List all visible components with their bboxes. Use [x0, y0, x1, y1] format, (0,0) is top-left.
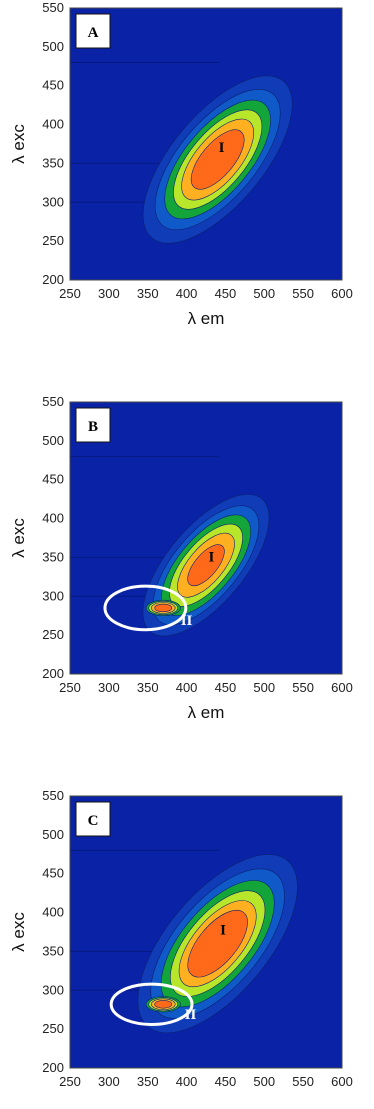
x-axis-label: λ em [188, 309, 225, 328]
y-tick-label: 200 [42, 272, 64, 287]
panel-letter: B [88, 419, 98, 435]
y-tick-label: 350 [42, 943, 64, 958]
x-tick-label: 250 [59, 286, 81, 301]
panel-letter-box [75, 407, 111, 443]
y-tick-label: 500 [42, 433, 64, 448]
x-tick-label: 450 [215, 286, 237, 301]
region-label-II: II [185, 1007, 197, 1023]
x-tick-label: 500 [253, 680, 275, 695]
x-tick-label: 300 [98, 680, 120, 695]
y-axis-label: λ exc [9, 518, 28, 558]
y-tick-label: 350 [42, 549, 64, 564]
y-tick-label: 250 [42, 1021, 64, 1036]
contour-level-6 [187, 909, 248, 978]
panel-letter: C [88, 813, 99, 829]
x-tick-label: 450 [215, 1074, 237, 1089]
x-tick-label: 350 [137, 286, 159, 301]
highlight-circle [109, 982, 194, 1026]
x-tick-label: 300 [98, 286, 120, 301]
region-label-I: I [220, 922, 226, 938]
plot-frame [69, 401, 343, 675]
panel-letter: A [88, 25, 99, 41]
plot-frame [69, 795, 343, 1069]
y-tick-label: 350 [42, 155, 64, 170]
x-tick-label: 350 [137, 1074, 159, 1089]
contour-layers [70, 61, 293, 244]
y-tick-label: 300 [42, 588, 64, 603]
contour-level-6 [190, 129, 245, 190]
region-label-I: I [209, 549, 215, 565]
y-tick-label: 450 [42, 472, 64, 487]
x-tick-label: 250 [59, 680, 81, 695]
x-tick-label: 600 [331, 286, 353, 301]
x-tick-label: 450 [215, 680, 237, 695]
x-tick-label: 600 [331, 1074, 353, 1089]
y-tick-label: 400 [42, 905, 64, 920]
y-tick-label: 300 [42, 194, 64, 209]
y-tick-label: 200 [42, 666, 64, 681]
y-tick-label: 500 [42, 39, 64, 54]
x-tick-label: 500 [253, 286, 275, 301]
plot-frame [69, 7, 343, 281]
region-label-II: II [181, 613, 193, 629]
contour-level-6 [154, 1000, 173, 1009]
y-tick-label: 300 [42, 982, 64, 997]
y-tick-label: 250 [42, 627, 64, 642]
x-tick-label: 300 [98, 1074, 120, 1089]
highlight-circle [103, 584, 188, 632]
x-tick-label: 400 [176, 286, 198, 301]
region-label-I: I [219, 140, 225, 156]
x-tick-label: 600 [331, 680, 353, 695]
x-tick-label: 350 [137, 680, 159, 695]
y-tick-label: 450 [42, 78, 64, 93]
y-tick-label: 550 [42, 0, 64, 15]
y-tick-label: 550 [42, 788, 64, 803]
x-tick-label: 250 [59, 1074, 81, 1089]
y-tick-label: 250 [42, 233, 64, 248]
x-tick-label: 550 [292, 680, 314, 695]
x-tick-label: 500 [253, 1074, 275, 1089]
y-tick-label: 450 [42, 866, 64, 881]
y-tick-label: 400 [42, 117, 64, 132]
x-axis-label: λ em [188, 703, 225, 722]
y-tick-label: 550 [42, 394, 64, 409]
y-tick-label: 400 [42, 511, 64, 526]
y-tick-label: 500 [42, 827, 64, 842]
x-tick-label: 550 [292, 286, 314, 301]
contour-level-6 [187, 544, 225, 587]
x-tick-label: 550 [292, 1074, 314, 1089]
y-axis-label: λ exc [9, 124, 28, 164]
y-axis-label: λ exc [9, 912, 28, 952]
panel-letter-box [75, 13, 111, 49]
y-tick-label: 200 [42, 1060, 64, 1075]
contour-level-6 [154, 603, 173, 613]
x-tick-label: 400 [176, 1074, 198, 1089]
x-tick-label: 400 [176, 680, 198, 695]
panel-letter-box [75, 801, 111, 837]
